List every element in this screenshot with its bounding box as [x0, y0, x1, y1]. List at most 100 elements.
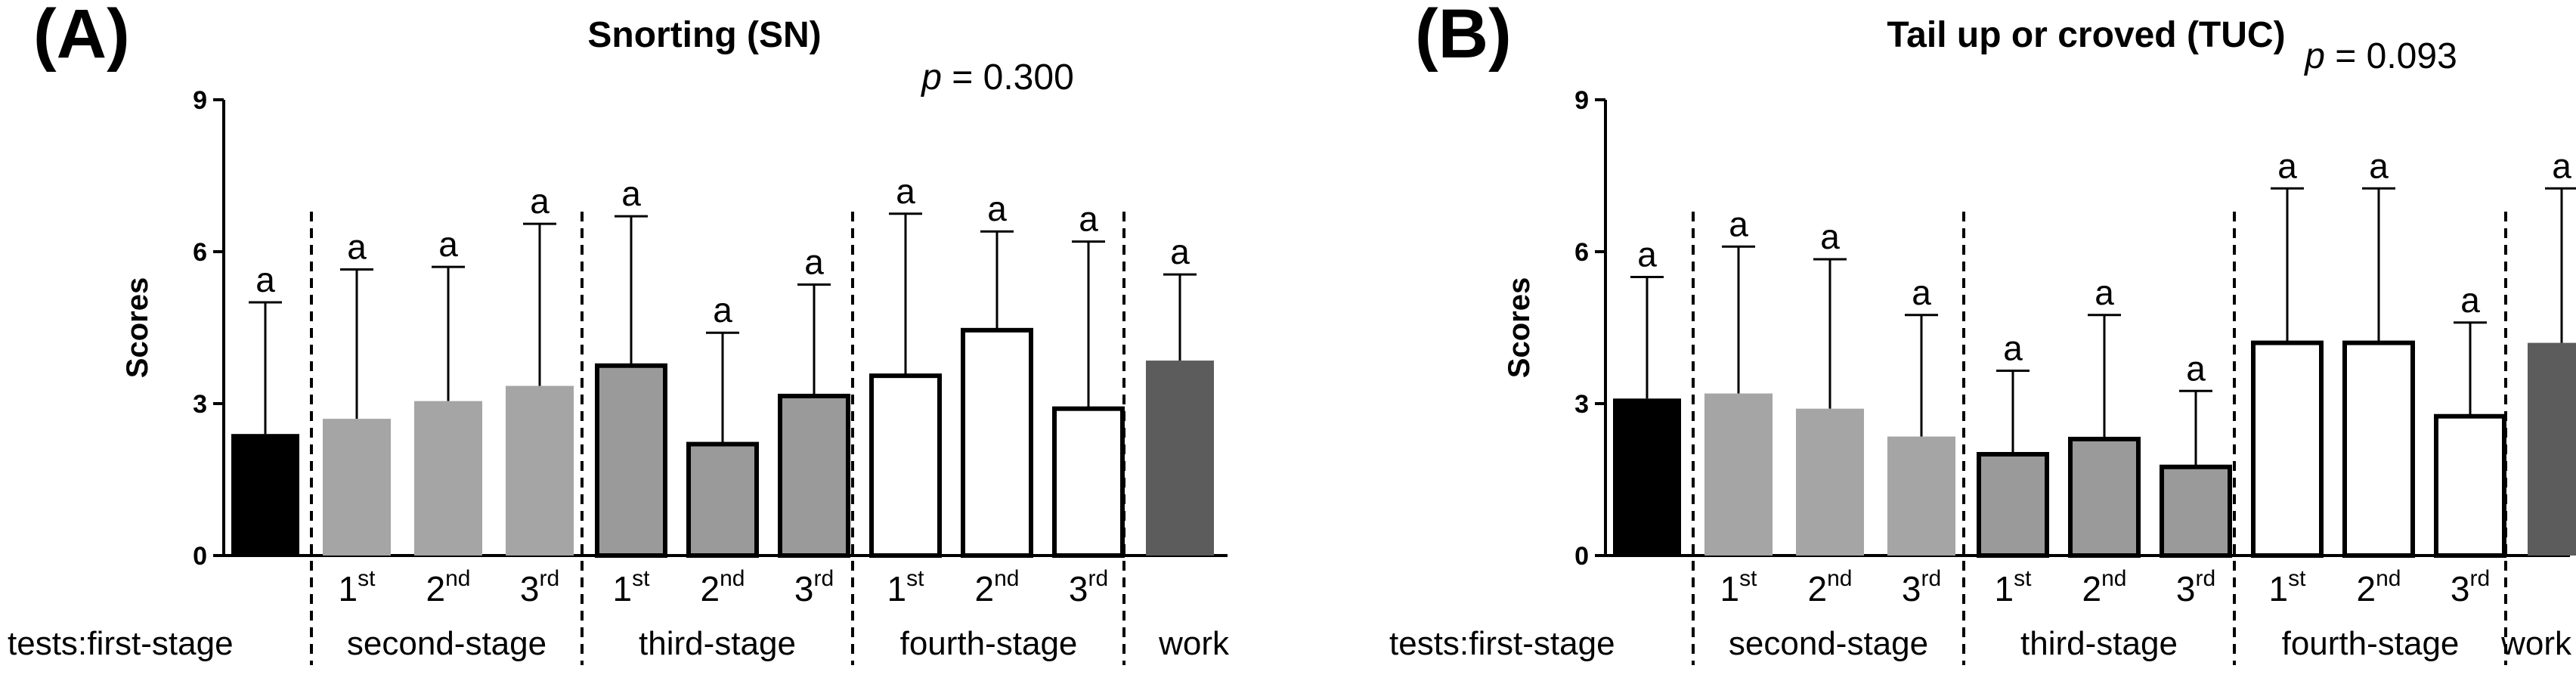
ordinal-suffix: rd [539, 566, 559, 591]
x-tick-label: 3rd [2451, 566, 2490, 608]
p-value: p = 0.093 [2303, 36, 2457, 76]
x-tick-label: 3rd [794, 566, 834, 608]
ordinal-number: 2 [2357, 569, 2376, 608]
significance-label: a [2003, 328, 2023, 367]
stage-label: fourth-stage [900, 625, 1078, 662]
bar [1613, 398, 1681, 556]
x-tick-label: 2nd [2082, 566, 2127, 608]
stage-label: first-stage [1469, 625, 1615, 662]
ordinal-number: 3 [520, 569, 540, 608]
stage-label: first-stage [87, 625, 233, 662]
ordinal-number: 3 [1069, 569, 1088, 608]
x-tick-label: 2nd [701, 566, 745, 608]
significance-label: a [1912, 273, 1931, 312]
stage-label: second-stage [347, 625, 546, 662]
ordinal-number: 2 [1808, 569, 1828, 608]
significance-label: a [804, 243, 824, 282]
x-tick-label: 3rd [1902, 566, 1941, 608]
stage-label: work [1158, 625, 1230, 662]
significance-label: a [255, 260, 275, 299]
stage-label: work [2500, 625, 2572, 662]
significance-label: a [347, 227, 367, 266]
bar [595, 363, 667, 558]
significance-label: a [987, 189, 1007, 228]
ordinal-suffix: rd [1921, 566, 1941, 591]
ordinal-suffix: nd [2101, 566, 2126, 591]
ordinal-number: 3 [2176, 569, 2196, 608]
y-tick-label: 3 [1574, 390, 1589, 419]
p-symbol: p [920, 57, 942, 98]
x-tick-label: 1st [2269, 566, 2307, 608]
x-tick-label: 3rd [2176, 566, 2215, 608]
x-tick-label: 2nd [1808, 566, 1853, 608]
y-tick-label: 6 [1574, 238, 1589, 267]
ordinal-suffix: st [1739, 566, 1757, 591]
stage-label: third-stage [2020, 625, 2178, 662]
tests-label: tests: [1389, 625, 1469, 662]
ordinal-suffix: rd [2469, 566, 2490, 591]
y-tick-label: 0 [1574, 542, 1589, 571]
ordinal-number: 3 [2451, 569, 2470, 608]
significance-label: a [2095, 273, 2114, 312]
bar [414, 401, 482, 556]
ordinal-suffix: nd [2376, 566, 2401, 591]
y-axis-label: Scores [1503, 277, 1536, 378]
significance-label: a [1820, 217, 1840, 256]
ordinal-suffix: nd [1827, 566, 1852, 591]
bar [1977, 452, 2049, 558]
y-tick-label: 3 [193, 390, 207, 419]
bar [323, 419, 391, 556]
significance-label: a [896, 172, 915, 211]
significance-label: a [2460, 280, 2480, 320]
x-tick-label: 2nd [426, 566, 471, 608]
x-tick-label: 1st [339, 566, 376, 608]
ordinal-number: 2 [975, 569, 995, 608]
stage-label: fourth-stage [2282, 625, 2460, 662]
ordinal-suffix: rd [2195, 566, 2215, 591]
x-tick-label: 1st [887, 566, 925, 608]
significance-label: a [2369, 146, 2389, 185]
panel-label: (A) [33, 0, 130, 73]
bar [2160, 464, 2232, 558]
ordinal-suffix: st [358, 566, 376, 591]
ordinal-suffix: st [2014, 566, 2032, 591]
x-tick-label: 1st [1720, 566, 1758, 608]
significance-label: a [438, 224, 458, 264]
bar [1796, 408, 1864, 556]
tests-label: tests: [8, 625, 87, 662]
p-number: = 0.300 [942, 57, 1074, 98]
x-tick-label: 2nd [2357, 566, 2401, 608]
stage-label: third-stage [639, 625, 796, 662]
ordinal-number: 2 [2082, 569, 2102, 608]
significance-label: a [2552, 146, 2571, 185]
ordinal-number: 1 [613, 569, 633, 608]
chart-title: Snorting (SN) [587, 15, 821, 55]
y-tick-label: 9 [1574, 86, 1589, 115]
ordinal-number: 1 [1720, 569, 1740, 608]
ordinal-suffix: nd [994, 566, 1019, 591]
significance-label: a [713, 290, 732, 330]
significance-label: a [621, 174, 641, 213]
x-tick-label: 2nd [975, 566, 1020, 608]
ordinal-number: 1 [2269, 569, 2289, 608]
bar [869, 373, 942, 558]
significance-label: a [530, 181, 550, 221]
significance-label: a [2277, 146, 2297, 185]
bar [2434, 413, 2506, 558]
bar [2342, 340, 2415, 558]
bar [2251, 340, 2324, 558]
significance-label: a [1079, 200, 1098, 239]
bar [2068, 436, 2141, 559]
ordinal-number: 1 [339, 569, 358, 608]
significance-label: a [1170, 232, 1190, 271]
p-number: = 0.093 [2325, 36, 2457, 76]
x-tick-label: 1st [613, 566, 651, 608]
bar [1887, 436, 1955, 556]
ordinal-number: 2 [701, 569, 720, 608]
panel-label: (B) [1415, 0, 1512, 73]
chart-title: Tail up or croved (TUC) [1887, 15, 2285, 55]
bar [506, 385, 574, 556]
stage-label: second-stage [1729, 625, 1928, 662]
bar [686, 441, 759, 558]
